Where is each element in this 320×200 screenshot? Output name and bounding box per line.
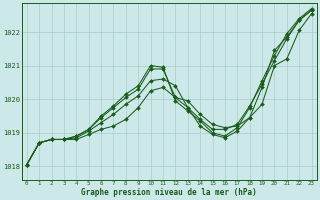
X-axis label: Graphe pression niveau de la mer (hPa): Graphe pression niveau de la mer (hPa) — [81, 188, 257, 197]
